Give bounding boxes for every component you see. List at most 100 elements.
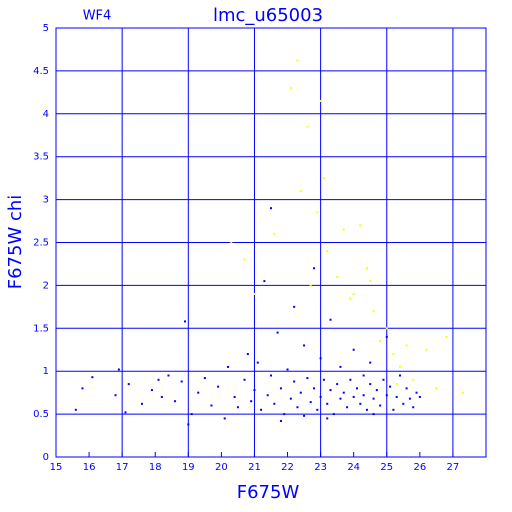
point	[289, 397, 292, 400]
point	[362, 394, 365, 397]
point	[322, 378, 325, 381]
point	[379, 404, 382, 407]
y-tick-label: 3	[43, 195, 49, 206]
point	[359, 402, 362, 405]
point	[362, 374, 365, 377]
point	[141, 402, 143, 405]
y-tick-label: 2.5	[33, 238, 49, 249]
point	[313, 387, 315, 390]
point	[180, 380, 183, 383]
point	[445, 335, 448, 338]
point	[322, 177, 325, 180]
point	[418, 395, 421, 398]
point	[375, 389, 378, 392]
point	[339, 397, 342, 400]
point	[326, 417, 329, 420]
point	[250, 400, 253, 403]
point	[385, 394, 388, 397]
point	[313, 267, 315, 270]
point	[405, 387, 408, 390]
point	[217, 385, 220, 388]
y-tick-label: 2	[43, 280, 49, 291]
point	[74, 408, 77, 411]
point	[303, 414, 306, 417]
point	[124, 411, 127, 414]
point	[276, 331, 279, 334]
point	[369, 280, 372, 283]
point	[412, 406, 415, 409]
point	[399, 365, 401, 368]
point	[273, 402, 276, 405]
chart-title: lmc_u65003	[213, 5, 323, 26]
point	[270, 374, 272, 377]
y-tick-label: 0	[43, 452, 49, 463]
point	[359, 224, 362, 227]
point	[167, 374, 170, 377]
point	[293, 305, 296, 308]
point	[385, 327, 388, 330]
point	[243, 378, 246, 381]
point	[332, 413, 335, 416]
y-tick-label: 1.5	[33, 323, 49, 334]
point	[236, 406, 239, 409]
point	[296, 59, 299, 62]
point	[289, 87, 292, 90]
point	[233, 395, 236, 398]
point	[203, 377, 206, 380]
point	[395, 395, 398, 398]
point	[263, 280, 266, 283]
point	[253, 292, 256, 295]
chip-label: WF4	[83, 9, 112, 24]
point	[461, 391, 464, 394]
point	[279, 419, 282, 422]
point	[306, 125, 309, 128]
point	[349, 297, 352, 300]
point	[372, 413, 375, 416]
y-tick-label: 1	[43, 366, 49, 377]
point	[435, 387, 438, 390]
point	[365, 408, 368, 411]
point	[326, 250, 329, 253]
point	[412, 378, 415, 381]
point	[408, 397, 411, 400]
point	[306, 377, 309, 380]
point	[309, 401, 312, 404]
point	[399, 374, 401, 377]
x-tick-label: 18	[149, 462, 162, 473]
point	[266, 394, 269, 397]
x-tick-label: 16	[83, 462, 96, 473]
point	[369, 383, 372, 386]
point	[286, 368, 289, 371]
point	[197, 391, 200, 394]
point	[299, 190, 302, 193]
x-tick-label: 15	[50, 462, 63, 473]
point	[309, 284, 312, 287]
point	[395, 383, 398, 386]
point	[81, 387, 84, 390]
point	[114, 394, 117, 397]
point	[425, 348, 428, 351]
point	[187, 423, 190, 426]
x-tick-label: 22	[281, 462, 294, 473]
point	[160, 395, 163, 398]
x-tick-label: 26	[413, 462, 426, 473]
point	[346, 406, 349, 409]
point	[243, 258, 246, 261]
x-tick-label: 21	[248, 462, 261, 473]
point	[127, 383, 130, 386]
y-axis-label: F675W chi	[5, 195, 26, 290]
y-tick-label: 4.5	[33, 66, 49, 77]
point	[392, 408, 395, 411]
y-tick-label: 4	[43, 109, 49, 120]
point	[210, 404, 213, 407]
point	[336, 383, 339, 386]
point	[336, 275, 339, 278]
point	[273, 232, 276, 235]
y-tick-label: 5	[43, 23, 49, 34]
point	[385, 335, 388, 338]
point	[279, 387, 282, 390]
x-axis-label: F675W	[237, 482, 300, 503]
y-tick-label: 0.5	[33, 409, 49, 420]
